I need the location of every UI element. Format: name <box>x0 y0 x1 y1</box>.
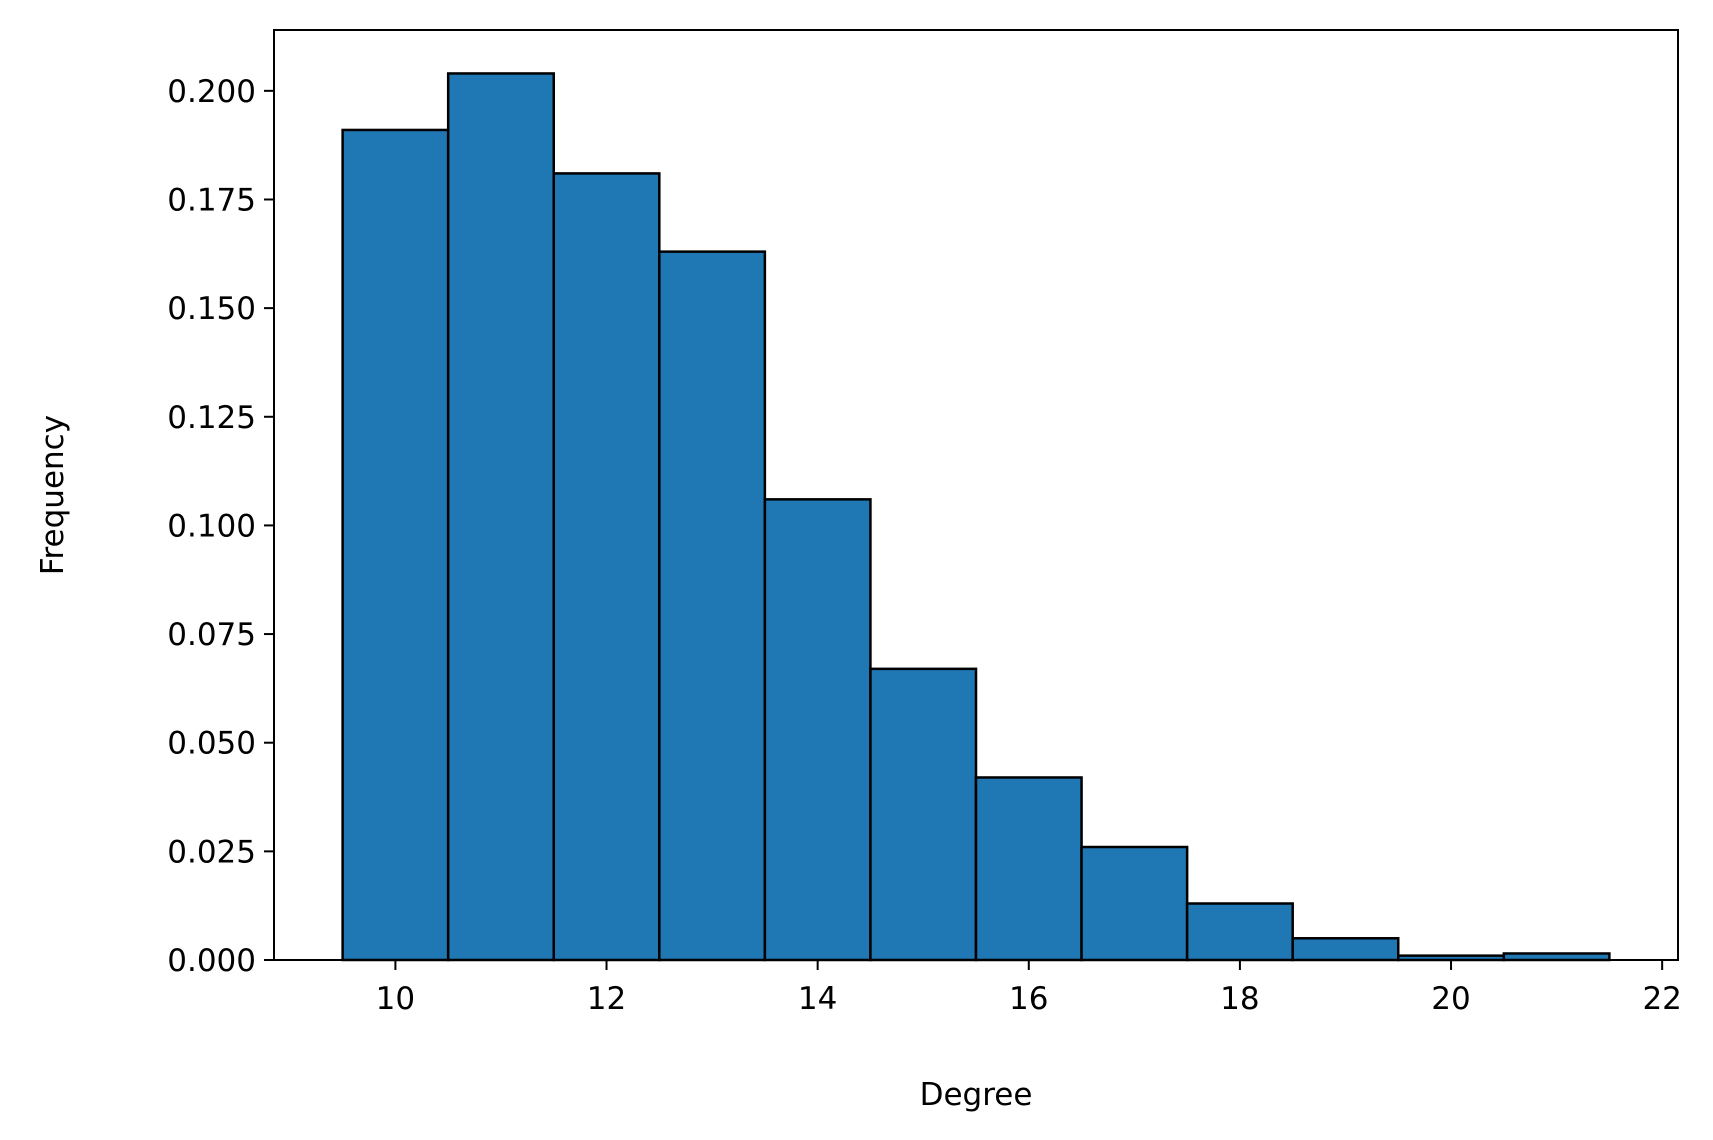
y-tick-label: 0.125 <box>167 400 256 436</box>
histogram-bar-16 <box>974 776 1083 962</box>
y-tick-label: 0.200 <box>167 74 256 110</box>
x-tick-label: 18 <box>1220 981 1259 1017</box>
plot-frame <box>273 29 1679 961</box>
histogram-bar-18 <box>1185 902 1294 962</box>
histogram-bar-15 <box>869 667 978 962</box>
x-tick-label: 10 <box>376 981 415 1017</box>
histogram-bar-12 <box>552 172 661 962</box>
y-tick-label: 0.175 <box>167 182 256 218</box>
histogram-bar-13 <box>658 250 767 962</box>
y-axis-label: Frequency <box>35 415 71 575</box>
y-tick-label: 0.100 <box>167 508 256 544</box>
histogram-bar-10 <box>341 128 450 962</box>
histogram-bar-17 <box>1080 845 1189 962</box>
y-tick-label: 0.150 <box>167 291 256 327</box>
x-tick-label: 14 <box>798 981 837 1017</box>
x-tick-label: 16 <box>1009 981 1048 1017</box>
y-tick-label: 0.075 <box>167 617 256 653</box>
x-tick-label: 12 <box>587 981 626 1017</box>
y-tick-label: 0.025 <box>167 834 256 870</box>
y-tick-label: 0.050 <box>167 726 256 762</box>
y-tick-label: 0.000 <box>167 943 256 979</box>
histogram-bar-11 <box>446 72 555 962</box>
y-axis-ticks: 0.000 0.025 0.050 0.075 0.100 0.125 0.150 0.175… <box>167 74 274 979</box>
histogram-bar-14 <box>763 498 872 962</box>
x-tick-label: 22 <box>1642 981 1681 1017</box>
histogram-bars <box>341 72 1611 962</box>
x-tick-label: 20 <box>1431 981 1470 1017</box>
histogram-bar-19 <box>1291 937 1400 962</box>
x-axis-label: Degree <box>920 1077 1033 1113</box>
x-axis-ticks: 10 12 14 16 18 20 22 <box>376 960 1682 1017</box>
